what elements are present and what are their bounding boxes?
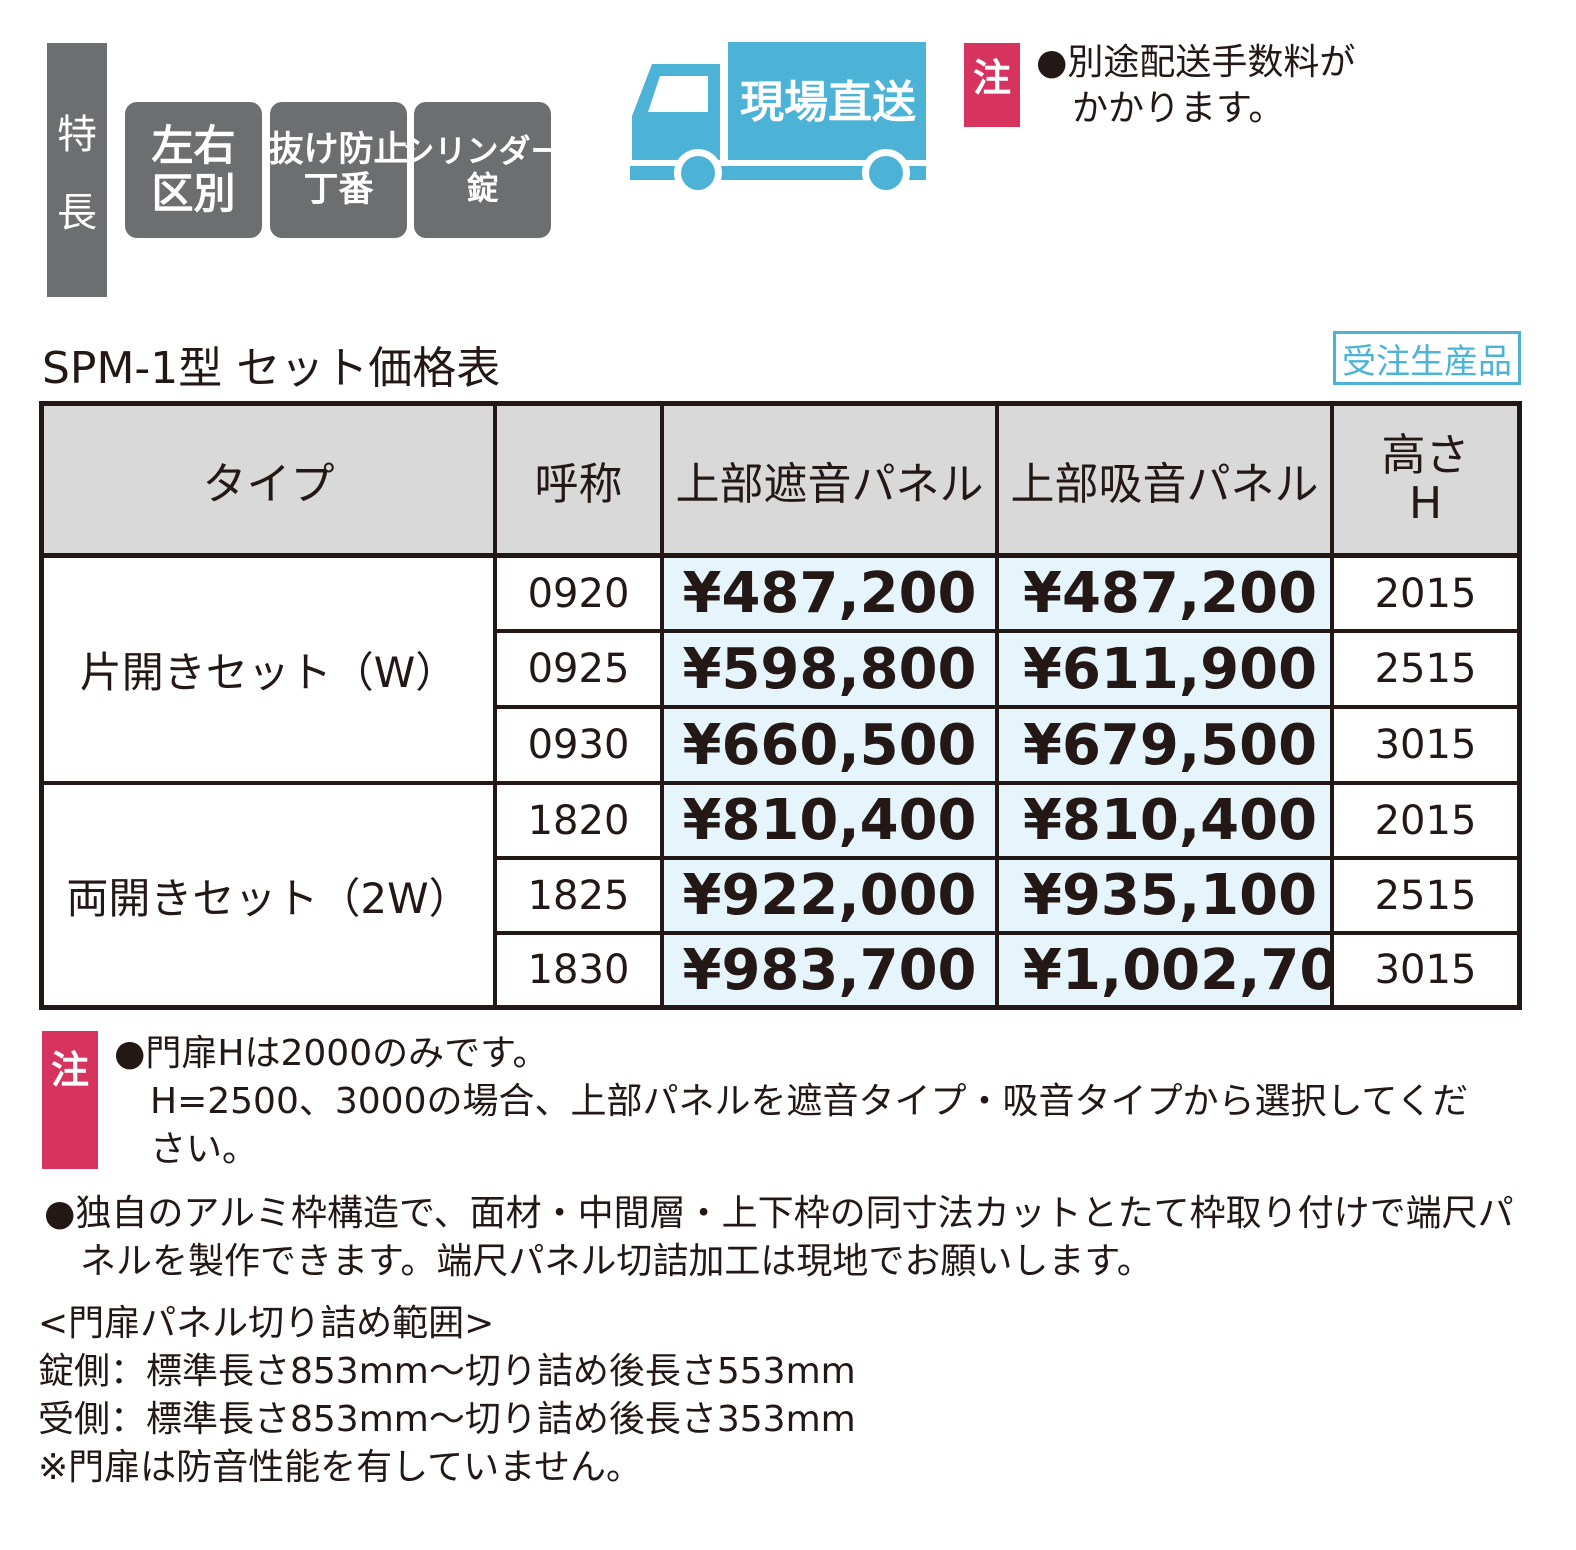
header-upper-absorb: 上部吸音パネル <box>999 406 1330 553</box>
note-tag: 注 <box>42 1031 98 1169</box>
code-cell: 0920 <box>497 558 660 629</box>
note-tag: 注 <box>964 43 1020 127</box>
price-value: 611,900 <box>1061 636 1318 702</box>
code-cell: 1820 <box>497 785 660 856</box>
code-cell: 0930 <box>497 709 660 781</box>
badge-text: 区別 <box>151 169 236 218</box>
price-absorb: ¥ 611,900 <box>999 633 1330 705</box>
price-soundproof: ¥598,800 <box>664 633 995 705</box>
price-absorb: ¥ 679,500 <box>999 709 1330 781</box>
price-absorb: ¥ 1,002,700 <box>999 935 1377 1005</box>
yen-sign: ¥ <box>1023 561 1062 626</box>
made-to-order-badge: 受注生産品 <box>1333 331 1521 385</box>
frame-structure-note: ●独自のアルミ枠構造で、面材・中間層・上下枠の同寸法カットとたて枠取り付けで端尺… <box>44 1190 1514 1286</box>
header-height: 高さ H <box>1334 406 1517 553</box>
note-line: ●独自のアルミ枠構造で、面材・中間層・上下枠の同寸法カットとたて枠取り付けで端尺… <box>44 1193 1514 1234</box>
cut-range-heading: <門扉パネル切り詰め範囲> <box>38 1303 495 1344</box>
price-soundproof: ¥660,500 <box>664 709 995 781</box>
shipping-fee-note: ●別途配送手数料が かかります。 <box>1036 40 1355 132</box>
price-table: タイプ 呼称 上部遮音パネル 上部吸音パネル 高さ H 片開きセット（W） 09… <box>39 401 1522 1010</box>
price-value: 487,200 <box>1061 561 1318 626</box>
badge-text: 錠 <box>466 169 499 207</box>
height-cell: 3015 <box>1334 935 1517 1005</box>
height-cell: 2515 <box>1334 633 1517 705</box>
badge-left-right: 左右 区別 <box>125 102 262 238</box>
badge-hinge: 抜け防止 丁番 <box>268 102 409 238</box>
height-cell: 3015 <box>1334 709 1517 781</box>
header-height-text: 高さ <box>1381 429 1470 481</box>
cut-range-lock-side: 錠側：標準長さ853mm〜切り詰め後長さ553mm <box>38 1351 856 1392</box>
yen-sign: ¥ <box>1023 788 1062 853</box>
yen-sign: ¥ <box>1023 712 1062 778</box>
price-soundproof: ¥487,200 <box>664 558 995 629</box>
price-absorb: ¥ 810,400 <box>999 785 1330 856</box>
header-code: 呼称 <box>497 406 660 553</box>
badge-text: 丁番 <box>303 170 374 210</box>
badge-text: 左右 <box>151 120 236 170</box>
price-soundproof: ¥810,400 <box>664 785 995 856</box>
price-value: 679,500 <box>1061 712 1318 778</box>
features-label: 特 長 <box>47 43 107 297</box>
header-upper-soundproof: 上部遮音パネル <box>664 406 995 553</box>
note-line: ●門扉Hは2000のみです。 <box>114 1033 549 1074</box>
badge-text: 抜け防止 <box>268 129 409 170</box>
page-title: SPM-1型 セット価格表 <box>42 343 501 394</box>
price-soundproof: ¥983,700 <box>664 935 995 1005</box>
type-single-set: 片開きセット（W） <box>44 558 493 781</box>
gate-height-note: ●門扉Hは2000のみです。 H=2500、3000の場合、上部パネルを遮音タイ… <box>114 1030 1468 1174</box>
price-soundproof: ¥922,000 <box>664 860 995 931</box>
delivery-truck-icon <box>630 42 926 197</box>
note-line: さい。 <box>150 1129 259 1170</box>
badge-text: シリンダー <box>402 132 563 171</box>
note-line: ネルを製作できます。端尺パネル切詰加工は現地でお願いします。 <box>80 1241 1153 1282</box>
height-cell: 2515 <box>1334 860 1517 931</box>
price-absorb: ¥ 935,100 <box>999 860 1330 931</box>
delivery-label: 現場直送 <box>740 77 916 128</box>
header-type: タイプ <box>44 406 493 553</box>
soundproof-disclaimer: ※門扉は防音性能を有していません。 <box>38 1447 643 1488</box>
note-line: かかります。 <box>1072 88 1285 129</box>
yen-sign: ¥ <box>1023 937 1062 1003</box>
features-label-1: 特 <box>57 112 97 158</box>
header-height-unit: H <box>1408 477 1443 529</box>
height-cell: 2015 <box>1334 785 1517 856</box>
price-value: 1,002,700 <box>1061 937 1378 1003</box>
badge-cylinder-lock: シリンダー 錠 <box>403 102 563 238</box>
cut-range-section: <門扉パネル切り詰め範囲> 錠側：標準長さ853mm〜切り詰め後長さ553mm … <box>38 1300 856 1492</box>
note-line: H=2500、3000の場合、上部パネルを遮音タイプ・吸音タイプから選択してくだ <box>150 1081 1469 1122</box>
code-cell: 1825 <box>497 860 660 931</box>
height-cell: 2015 <box>1334 558 1517 629</box>
yen-sign: ¥ <box>1023 863 1062 928</box>
code-cell: 1830 <box>497 935 660 1005</box>
price-absorb: ¥ 487,200 <box>999 558 1330 629</box>
cut-range-receive-side: 受側：標準長さ853mm〜切り詰め後長さ353mm <box>38 1399 856 1440</box>
code-cell: 0925 <box>497 633 660 705</box>
type-double-set: 両開きセット（2W） <box>44 785 493 1005</box>
price-value: 935,100 <box>1061 863 1318 928</box>
price-value: 810,400 <box>1061 788 1318 853</box>
features-label-2: 長 <box>57 190 97 236</box>
note-line: ●別途配送手数料が <box>1036 42 1356 83</box>
yen-sign: ¥ <box>1023 636 1062 702</box>
